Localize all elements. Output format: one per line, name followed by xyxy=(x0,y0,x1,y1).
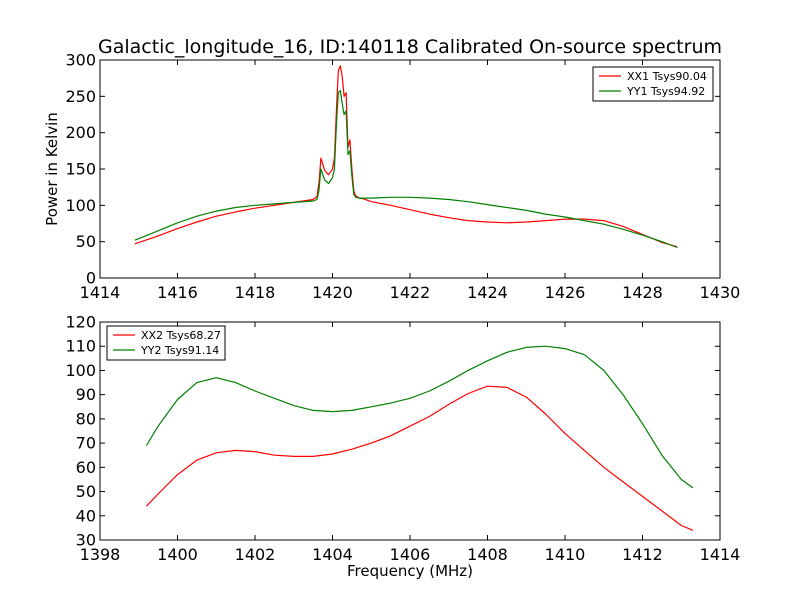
bottom-spectrum-panel: 1398 1400 1402 1404 1406 1408 1410 1412 1414 30 40… xyxy=(65,313,740,581)
x-axis-label: Frequency (MHz) xyxy=(347,562,473,580)
x-tick-label: 1418 xyxy=(235,283,276,302)
y-tick-label: 120 xyxy=(65,313,96,332)
legend-label: XX2 Tsys68.27 xyxy=(141,329,221,342)
x-tick-label: 1398 xyxy=(80,545,121,564)
y-tick-label: 60 xyxy=(76,458,96,477)
y-tick-label: 0 xyxy=(86,269,96,288)
series-line-2-2 xyxy=(145,345,694,489)
y-tick-label: 50 xyxy=(76,232,96,251)
x-tick-label: 1414 xyxy=(700,545,741,564)
y-tick-label: 300 xyxy=(65,51,96,70)
x-tick-label: 1420 xyxy=(312,283,353,302)
x-tick-label: 1404 xyxy=(312,545,353,564)
x-tick-label: 1412 xyxy=(622,545,663,564)
x-tick-label: 1410 xyxy=(545,545,586,564)
x-tick-label: 1430 xyxy=(700,283,741,302)
x-tick-label: 1406 xyxy=(390,545,431,564)
y-axis-label: Power in Kelvin xyxy=(43,112,61,226)
legend-label: YY2 Tsys91.14 xyxy=(140,344,219,357)
y-tick-label: 110 xyxy=(65,337,96,356)
x-tick-label: 1428 xyxy=(622,283,663,302)
x-tick-label: 1422 xyxy=(390,283,431,302)
legend-label: YY1 Tsys94.92 xyxy=(626,85,705,98)
x-tick-label: 1400 xyxy=(157,545,198,564)
figure-title: Galactic_longitude_16, ID:140118 Calibra… xyxy=(98,36,722,58)
y-tick-label: 200 xyxy=(65,123,96,142)
series-line-1-2 xyxy=(134,89,678,249)
x-tick-label: 1414 xyxy=(80,283,121,302)
y-tick-label: 80 xyxy=(76,409,96,428)
legend-box xyxy=(106,325,226,361)
top-spectrum-panel: 1414 1416 1418 1420 1422 1424 1426 1428 1430 0 50 1… xyxy=(43,51,740,303)
y-tick-label: 100 xyxy=(65,196,96,215)
y-tick-label: 50 xyxy=(76,482,96,501)
y-tick-label: 90 xyxy=(76,385,96,404)
x-tick-label: 1424 xyxy=(467,283,508,302)
y-tick-label: 40 xyxy=(76,506,96,525)
legend: XX1 Tsys90.04 YY1 Tsys94.92 xyxy=(592,66,714,102)
legend: XX2 Tsys68.27 YY2 Tsys91.14 xyxy=(106,325,226,361)
x-tick-label: 1408 xyxy=(467,545,508,564)
y-tick-label: 100 xyxy=(65,361,96,380)
x-tick-label: 1416 xyxy=(157,283,198,302)
y-tick-label: 30 xyxy=(76,531,96,550)
legend-box xyxy=(592,66,714,102)
y-tick-label: 250 xyxy=(65,87,96,106)
legend-label: XX1 Tsys90.04 xyxy=(627,70,707,83)
series-line-2-1 xyxy=(146,385,694,531)
y-tick-label: 70 xyxy=(76,434,96,453)
x-tick-label: 1426 xyxy=(545,283,586,302)
x-tick-label: 1402 xyxy=(235,545,276,564)
y-tick-label: 150 xyxy=(65,160,96,179)
